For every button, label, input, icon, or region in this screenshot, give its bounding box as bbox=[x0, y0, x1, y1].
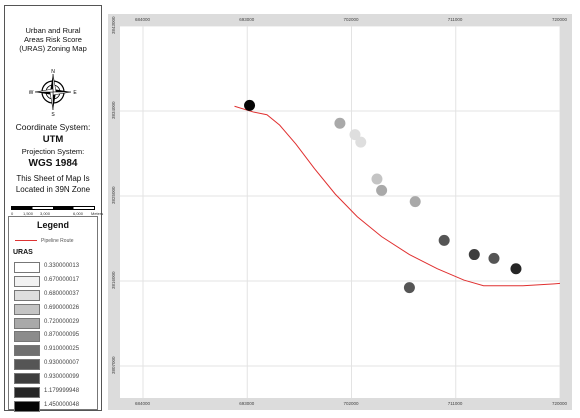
sheet-location-line-1: This Sheet of Map Is bbox=[16, 174, 90, 183]
map-bottom-tick-label: 702000 bbox=[343, 401, 359, 406]
map-title: Urban and Rural Areas Risk Score (URAS) … bbox=[5, 26, 101, 53]
map-frame: 684000 693000 702000 711000 720000 684000 6930… bbox=[108, 14, 572, 410]
uras-site-point bbox=[438, 234, 450, 246]
scale-label-6000: 6,000 bbox=[73, 211, 84, 216]
legend-value: 0.930000099 bbox=[44, 374, 80, 381]
uras-site-point bbox=[355, 136, 367, 148]
uras-site-point bbox=[371, 173, 383, 185]
map-title-line-2: Areas Risk Score bbox=[24, 35, 82, 44]
legend-swatch bbox=[14, 359, 40, 371]
legend-panel: Legend Pipeline Route URAS 0.330000013 0.… bbox=[8, 216, 98, 412]
legend-value: 0.870000095 bbox=[44, 332, 80, 339]
legend-value: 0.680000037 bbox=[44, 290, 80, 297]
legend-pipeline-label: Pipeline Route bbox=[41, 238, 74, 244]
legend-swatch bbox=[14, 373, 40, 385]
compass-n: N bbox=[51, 69, 55, 75]
sheet-location-line-2: Located in 39N Zone bbox=[15, 185, 91, 194]
projection-label: Projection System: bbox=[21, 147, 85, 156]
map-left-tick-label: 3834000 bbox=[111, 101, 116, 119]
map-title-line-1: Urban and Rural bbox=[25, 26, 81, 35]
map-left-tick-label: 3816000 bbox=[111, 271, 116, 289]
compass-s: S bbox=[51, 112, 55, 116]
legend-value: 0.720000029 bbox=[44, 318, 80, 325]
scale-bar bbox=[11, 206, 95, 210]
pipeline-line-symbol bbox=[15, 240, 37, 242]
scale-label-3000: 3,000 bbox=[40, 211, 51, 216]
north-arrow-compass-icon: N S E W bbox=[29, 69, 77, 116]
uras-site-point bbox=[403, 282, 415, 294]
map-sidebar: Urban and Rural Areas Risk Score (URAS) … bbox=[4, 5, 104, 412]
legend-value: 0.930000007 bbox=[44, 360, 80, 367]
legend-swatch bbox=[14, 400, 40, 412]
uras-site-point bbox=[334, 117, 346, 129]
uras-site-point bbox=[349, 129, 361, 141]
legend-value: 1.179999948 bbox=[44, 388, 80, 395]
legend-swatch bbox=[14, 345, 40, 357]
map-canvas[interactable] bbox=[120, 26, 560, 398]
map-top-tick-label: 702000 bbox=[343, 17, 359, 22]
map-left-tick-label: 3843000 bbox=[111, 16, 116, 34]
legend-swatch bbox=[14, 303, 40, 315]
uras-site-point bbox=[376, 184, 388, 196]
map-left-tick-label: 3825000 bbox=[111, 186, 116, 204]
scale-label-0: 0 bbox=[11, 211, 14, 216]
map-bottom-tick-label: 720000 bbox=[552, 401, 568, 406]
uras-site-point bbox=[468, 249, 480, 261]
uras-site-point bbox=[510, 263, 522, 275]
uras-site-point bbox=[244, 99, 256, 111]
legend-swatch bbox=[14, 262, 40, 273]
pipeline-route bbox=[234, 105, 560, 287]
uras-site-point bbox=[409, 196, 421, 208]
legend-value: 0.330000013 bbox=[44, 263, 80, 269]
compass-w: W bbox=[29, 90, 34, 96]
map-top-tick-label: 693000 bbox=[239, 17, 255, 22]
map-bottom-tick-label: 693000 bbox=[239, 401, 255, 406]
scale-label-1500: 1,500 bbox=[23, 211, 34, 216]
legend-value: 1.450000048 bbox=[44, 401, 80, 408]
legend-swatch bbox=[14, 275, 40, 287]
compass-e: E bbox=[73, 90, 77, 96]
scale-label-unit: Meters bbox=[91, 211, 104, 216]
legend-value: 0.690000026 bbox=[44, 304, 80, 311]
legend-swatch bbox=[14, 317, 40, 329]
map-title-line-3: (URAS) Zoning Map bbox=[19, 44, 87, 53]
map-bottom-tick-label: 711000 bbox=[447, 401, 463, 406]
map-top-tick-label: 711000 bbox=[447, 17, 463, 22]
uras-site-point bbox=[488, 252, 500, 264]
map-svg bbox=[120, 26, 560, 398]
map-bottom-tick-label: 684000 bbox=[135, 401, 151, 406]
map-top-tick-label: 720000 bbox=[552, 17, 568, 22]
coord-system-label: Coordinate System: bbox=[15, 122, 91, 132]
legend-value: 0.670000017 bbox=[44, 276, 80, 283]
legend-swatch bbox=[14, 331, 40, 343]
map-left-tick-label: 3807000 bbox=[111, 356, 116, 374]
legend-swatch bbox=[14, 387, 40, 399]
legend-title: Legend bbox=[36, 220, 69, 230]
legend-pipeline-row: Pipeline Route bbox=[15, 238, 74, 244]
legend-swatch bbox=[14, 289, 40, 301]
legend-value: 0.910000025 bbox=[44, 346, 80, 353]
legend-uras-label: URAS bbox=[13, 249, 33, 256]
map-top-tick-label: 684000 bbox=[135, 17, 151, 22]
projection-value: WGS 1984 bbox=[28, 158, 78, 169]
coord-system-value: UTM bbox=[42, 134, 64, 145]
